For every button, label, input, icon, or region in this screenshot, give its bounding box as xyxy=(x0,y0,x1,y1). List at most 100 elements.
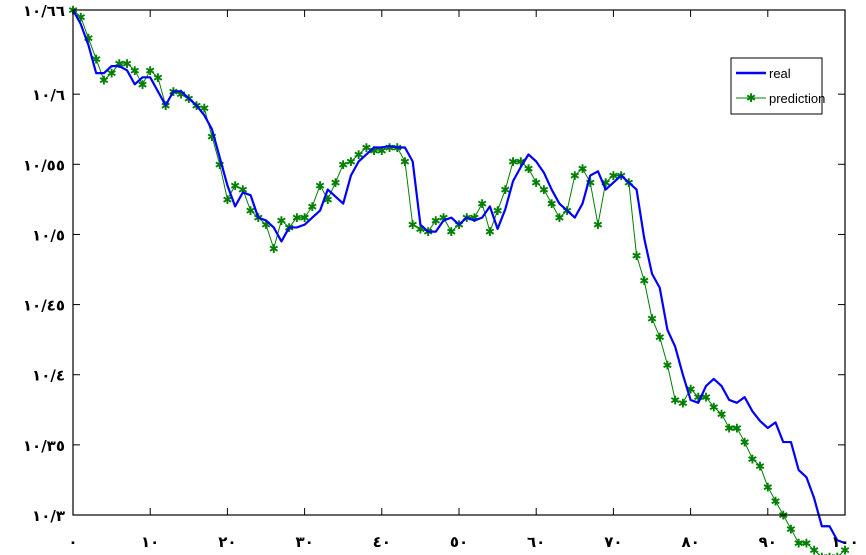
legend-prediction-marker: ✱ xyxy=(746,91,756,105)
prediction-point: ✱ xyxy=(369,144,379,158)
prediction-point: ✱ xyxy=(516,155,526,169)
prediction-point: ✱ xyxy=(740,436,750,450)
y-tick-label: ١٠/٤٥ xyxy=(23,297,65,315)
prediction-point: ✱ xyxy=(840,544,850,555)
prediction-point: ✱ xyxy=(786,523,796,537)
prediction-point: ✱ xyxy=(531,176,541,190)
prediction-point: ✱ xyxy=(269,242,279,256)
prediction-point: ✱ xyxy=(199,102,209,116)
prediction-point: ✱ xyxy=(230,179,240,193)
prediction-point: ✱ xyxy=(801,537,811,551)
series-layer: ✱✱✱✱✱✱✱✱✱✱✱✱✱✱✱✱✱✱✱✱✱✱✱✱✱✱✱✱✱✱✱✱✱✱✱✱✱✱✱✱… xyxy=(68,4,850,555)
prediction-point: ✱ xyxy=(601,176,611,190)
prediction-point: ✱ xyxy=(732,422,742,436)
x-tick-label: ٨٠ xyxy=(681,533,699,551)
y-tick-label: ١٠/٥ xyxy=(32,226,65,244)
prediction-point: ✱ xyxy=(99,74,109,88)
prediction-point: ✱ xyxy=(585,176,595,190)
prediction-point: ✱ xyxy=(647,312,657,326)
prediction-point: ✱ xyxy=(794,537,804,551)
prediction-point: ✱ xyxy=(300,211,310,225)
prediction-point: ✱ xyxy=(323,193,333,207)
prediction-point: ✱ xyxy=(817,551,827,555)
prediction-point: ✱ xyxy=(238,183,248,197)
prediction-point: ✱ xyxy=(446,225,456,239)
prediction-point: ✱ xyxy=(83,32,93,46)
y-tick-label: ١٠/٣ xyxy=(32,507,65,525)
prediction-point: ✱ xyxy=(415,222,425,236)
x-tick-label: ٦٠ xyxy=(527,533,545,551)
prediction-point: ✱ xyxy=(493,204,503,218)
prediction-point: ✱ xyxy=(145,64,155,78)
prediction-point: ✱ xyxy=(724,422,734,436)
prediction-point: ✱ xyxy=(523,162,533,176)
prediction-point: ✱ xyxy=(554,211,564,225)
prediction-point: ✱ xyxy=(91,53,101,67)
prediction-point: ✱ xyxy=(485,225,495,239)
prediction-point: ✱ xyxy=(153,71,163,85)
prediction-point: ✱ xyxy=(246,204,256,218)
x-tick-label: ٣٠ xyxy=(295,533,313,551)
x-tick-label: ١٠ xyxy=(141,533,159,551)
prediction-point: ✱ xyxy=(639,274,649,288)
y-tick-label: ١٠/٣٥ xyxy=(23,437,65,455)
prediction-point: ✱ xyxy=(330,176,340,190)
prediction-point: ✱ xyxy=(747,452,757,466)
prediction-point: ✱ xyxy=(716,408,726,422)
prediction-point: ✱ xyxy=(292,211,302,225)
x-tick-label: ٤٠ xyxy=(373,533,391,551)
prediction-point: ✱ xyxy=(662,358,672,372)
y-tick-label: ١٠/٥٥ xyxy=(23,156,65,174)
x-tick-label: ٠ xyxy=(68,533,77,551)
prediction-point: ✱ xyxy=(400,155,410,169)
legend-prediction-label: prediction xyxy=(769,91,825,106)
prediction-point: ✱ xyxy=(539,183,549,197)
prediction-point: ✱ xyxy=(570,169,580,183)
prediction-point: ✱ xyxy=(137,78,147,92)
prediction-point: ✱ xyxy=(176,88,186,102)
x-tick-label: ٥٠ xyxy=(450,533,468,551)
prediction-point: ✱ xyxy=(547,197,557,211)
prediction-point: ✱ xyxy=(114,57,124,71)
x-tick-label: ٢٠ xyxy=(218,533,236,551)
prediction-point: ✱ xyxy=(107,67,117,81)
y-tick-label: ١٠/٦٦ xyxy=(23,2,65,20)
prediction-point: ✱ xyxy=(361,141,371,155)
prediction-point: ✱ xyxy=(832,551,842,555)
prediction-point: ✱ xyxy=(307,200,317,214)
prediction-point: ✱ xyxy=(577,162,587,176)
prediction-point: ✱ xyxy=(825,551,835,555)
prediction-point: ✱ xyxy=(701,391,711,405)
prediction-point: ✱ xyxy=(632,249,642,263)
prediction-point: ✱ xyxy=(686,382,696,396)
plot-frame xyxy=(72,9,846,516)
prediction-point: ✱ xyxy=(122,57,132,71)
prediction-point: ✱ xyxy=(469,211,479,225)
x-tick-label: ٧٠ xyxy=(604,533,622,551)
prediction-point: ✱ xyxy=(276,214,286,228)
y-tick-label: ١٠/٤ xyxy=(32,367,65,385)
prediction-point: ✱ xyxy=(76,11,86,25)
prediction-point: ✱ xyxy=(655,330,665,344)
x-tick-label: ١٠٠ xyxy=(831,533,858,551)
prediction-point: ✱ xyxy=(222,193,232,207)
x-tick-label: ٩٠ xyxy=(759,533,777,551)
prediction-point: ✱ xyxy=(261,218,271,232)
prediction-point: ✱ xyxy=(207,130,217,144)
prediction-point: ✱ xyxy=(678,396,688,410)
y-tick-label: ١٠/٦ xyxy=(32,86,65,104)
prediction-point: ✱ xyxy=(354,148,364,162)
prediction-point: ✱ xyxy=(809,544,819,555)
x-axis: ٠ ١٠ ٢٠ ٣٠ ٤٠ ٥٠ ٦٠ ٧٠ ٨٠ ٩٠ ١٠٠ xyxy=(68,10,859,551)
prediction-point: ✱ xyxy=(338,158,348,172)
prediction-point: ✱ xyxy=(215,158,225,172)
prediction-point: ✱ xyxy=(315,179,325,193)
series-line-real xyxy=(72,9,846,545)
prediction-point: ✱ xyxy=(477,197,487,211)
prediction-point: ✱ xyxy=(408,218,418,232)
legend-real-label: real xyxy=(769,66,791,81)
legend-box xyxy=(730,57,823,115)
prediction-point: ✱ xyxy=(346,155,356,169)
prediction-point: ✱ xyxy=(593,218,603,232)
